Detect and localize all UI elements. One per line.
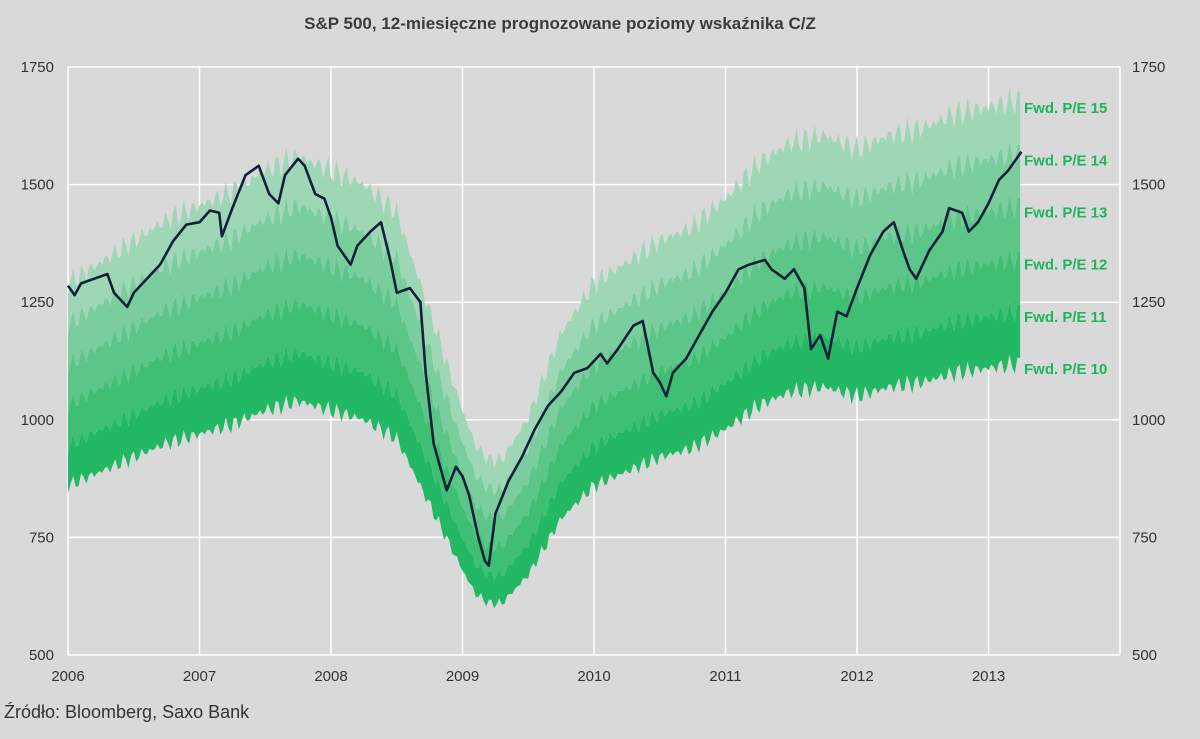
pe-bands (68, 87, 1021, 609)
pe-band-10-11 (68, 301, 1021, 609)
y-tick-right: 1750 (1132, 59, 1165, 76)
y-tick-right: 1000 (1132, 412, 1165, 429)
x-tick: 2012 (840, 668, 873, 685)
sp500-line (66, 150, 1023, 567)
x-tick: 2011 (709, 668, 741, 685)
pe-band-14-15 (68, 87, 1021, 496)
y-tick-right: 750 (1132, 529, 1157, 546)
band-label: Fwd. P/E 10 (1024, 361, 1107, 378)
axis-layer: 500 500 750 750 1000 1000 1250 1250 1500 1500 1750… (21, 59, 1166, 685)
band-label: Fwd. P/E 13 (1024, 205, 1107, 222)
index-line-layer (66, 150, 1023, 567)
y-tick-left: 1000 (21, 412, 54, 429)
band-label: Fwd. P/E 15 (1024, 100, 1107, 117)
x-tick: 2008 (314, 668, 347, 685)
band-label-layer: Fwd. P/E 15 Fwd. P/E 14 Fwd. P/E 13 Fwd. P/… (1024, 100, 1108, 378)
x-tick: 2006 (51, 668, 84, 685)
band-label: Fwd. P/E 11 (1024, 309, 1107, 326)
band-label: Fwd. P/E 14 (1024, 152, 1108, 169)
y-tick-left: 750 (29, 529, 54, 546)
y-tick-right: 500 (1132, 647, 1157, 664)
pe-band-13-14 (68, 140, 1021, 524)
y-tick-right: 1250 (1132, 294, 1165, 311)
pe-band-11-12 (68, 247, 1021, 581)
y-tick-left: 1750 (21, 59, 54, 76)
pe-band-12-13 (68, 194, 1021, 553)
y-tick-left: 500 (29, 647, 54, 664)
x-tick: 2010 (577, 668, 610, 685)
y-tick-right: 1500 (1132, 177, 1165, 194)
x-tick: 2009 (446, 668, 479, 685)
chart-title: S&P 500, 12-miesięczne prognozowane pozi… (304, 14, 816, 33)
y-tick-left: 1250 (21, 294, 54, 311)
chart-source-note: Źródło: Bloomberg, Saxo Bank (4, 702, 250, 722)
x-tick: 2013 (972, 668, 1005, 685)
y-tick-left: 1500 (21, 177, 54, 194)
band-label: Fwd. P/E 12 (1024, 257, 1107, 274)
x-tick: 2007 (183, 668, 216, 685)
